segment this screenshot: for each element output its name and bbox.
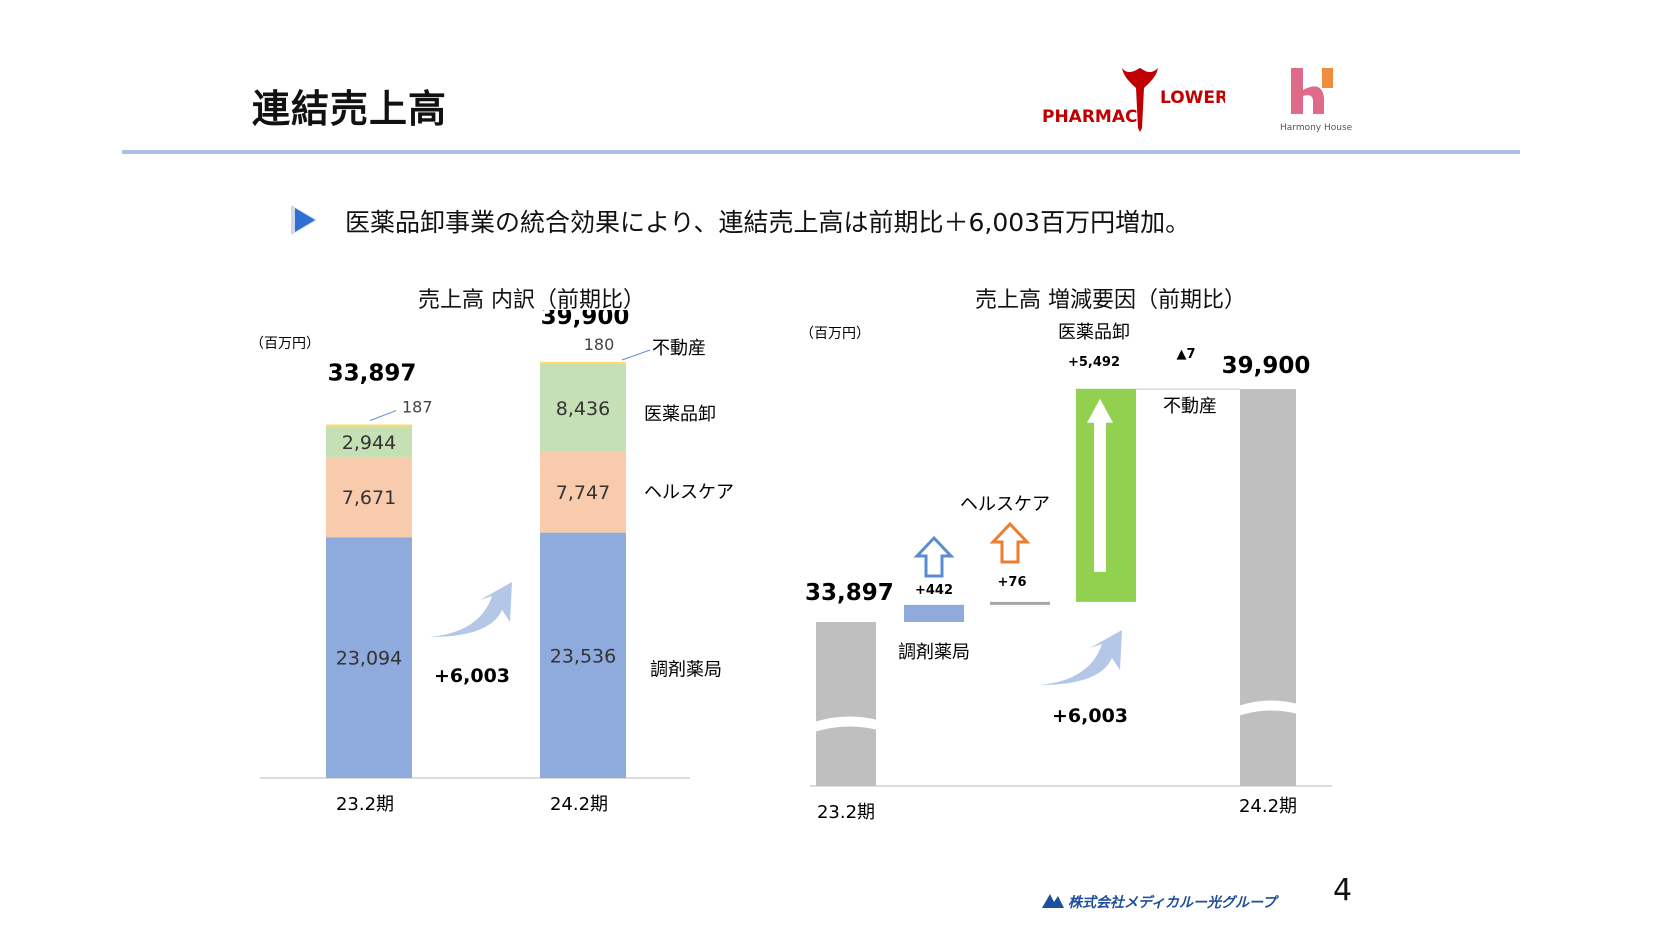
step-label: +76 — [998, 575, 1027, 590]
data-label: 7,747 — [556, 482, 610, 504]
company-name-text: 株式会社メディカルー光グループ — [1068, 894, 1279, 911]
logo-flower-text: LOWER — [1160, 88, 1225, 108]
page-title: 連結売上高 — [252, 87, 448, 131]
title-divider — [122, 150, 1520, 154]
data-label: 23,536 — [550, 645, 616, 667]
left-chart-title: 売上高 内訳（前期比） — [418, 288, 645, 313]
logo-harmony-text: Harmony House — [1280, 123, 1353, 133]
data-label: 8,436 — [556, 398, 610, 420]
data-label: 7,671 — [342, 487, 396, 509]
page-number: 4 — [1333, 873, 1353, 908]
bar-segment — [326, 537, 412, 778]
step-name: 医薬品卸 — [1058, 322, 1130, 343]
change-label: +6,003 — [434, 665, 510, 687]
bar-segment — [326, 426, 412, 458]
data-label: 180 — [584, 335, 615, 354]
growth-arrow — [430, 582, 512, 637]
start-total-label: 33,897 — [805, 580, 894, 606]
waterfall-step-bar — [904, 604, 964, 622]
end-total-label: 39,900 — [1222, 353, 1311, 379]
left-chart-unit: （百万円） — [250, 336, 320, 352]
growth-arrow — [1040, 630, 1122, 685]
right-chart-unit: （百万円） — [800, 326, 870, 342]
legend-label: 調剤薬局 — [650, 659, 722, 680]
x-tick-label: 24.2期 — [550, 794, 608, 815]
bar-segment — [540, 363, 626, 452]
up-arrow-icon — [913, 535, 955, 578]
right-chart-title: 売上高 増減要因（前期比） — [975, 288, 1246, 313]
step-label: +5,492 — [1068, 355, 1120, 370]
step-label: ▲7 — [1176, 347, 1195, 362]
total-label: 33,897 — [328, 361, 417, 387]
step-name: 不動産 — [1163, 396, 1217, 417]
change-label: +6,003 — [1052, 705, 1128, 727]
bar-segment — [540, 451, 626, 533]
harmony-house-logo: Harmony House — [1278, 66, 1368, 136]
sales-change-factors-chart: （百万円） 33,897 23.2期 +442 調剤薬局 +76 ヘルスケア 医薬品卸 +5,4… — [800, 322, 1332, 823]
logo-pharmacy-text: PHARMAC — [1042, 107, 1137, 127]
bullet-play-icon — [285, 202, 321, 238]
step-name: ヘルスケア — [960, 494, 1050, 515]
up-arrow-icon — [989, 521, 1031, 564]
x-tick-label: 24.2期 — [1239, 796, 1297, 817]
company-logo: 株式会社メディカルー光グループ — [1040, 888, 1300, 916]
data-label: 23,094 — [336, 648, 402, 670]
data-label: 187 — [402, 398, 433, 417]
x-tick-label: 23.2期 — [336, 794, 394, 815]
bar-segment — [540, 532, 626, 778]
pharmacy-flower-logo: PHARMAC LOWER — [1040, 66, 1228, 136]
axis-break-mark — [814, 716, 878, 732]
legend-label: 医薬品卸 — [644, 404, 716, 425]
axis-break-mark — [1238, 700, 1298, 716]
legend-label: 不動産 — [652, 338, 706, 359]
leader-line — [369, 410, 397, 422]
lead-text: 医薬品卸事業の統合効果により、連結売上高は前期比＋6,003百万円増加。 — [345, 208, 1191, 237]
start-total-bar — [816, 622, 876, 786]
step-label: +442 — [915, 583, 953, 598]
x-tick-label: 23.2期 — [817, 802, 875, 823]
end-total-bar — [1240, 389, 1296, 786]
waterfall-step-bar — [990, 601, 1050, 605]
bar-segment — [326, 457, 412, 538]
step-name: 調剤薬局 — [898, 642, 970, 663]
up-arrow-icon — [1087, 398, 1113, 572]
bar-segment — [326, 424, 412, 427]
sales-breakdown-chart: （百万円） 23,094 7,671 2,944 187 33,897 23.2期 23,53… — [250, 310, 734, 815]
legend-label: ヘルスケア — [644, 482, 734, 503]
data-label: 2,944 — [342, 432, 396, 454]
leader-line — [621, 349, 651, 361]
bar-segment — [540, 361, 626, 364]
total-label: 39,900 — [541, 310, 630, 330]
